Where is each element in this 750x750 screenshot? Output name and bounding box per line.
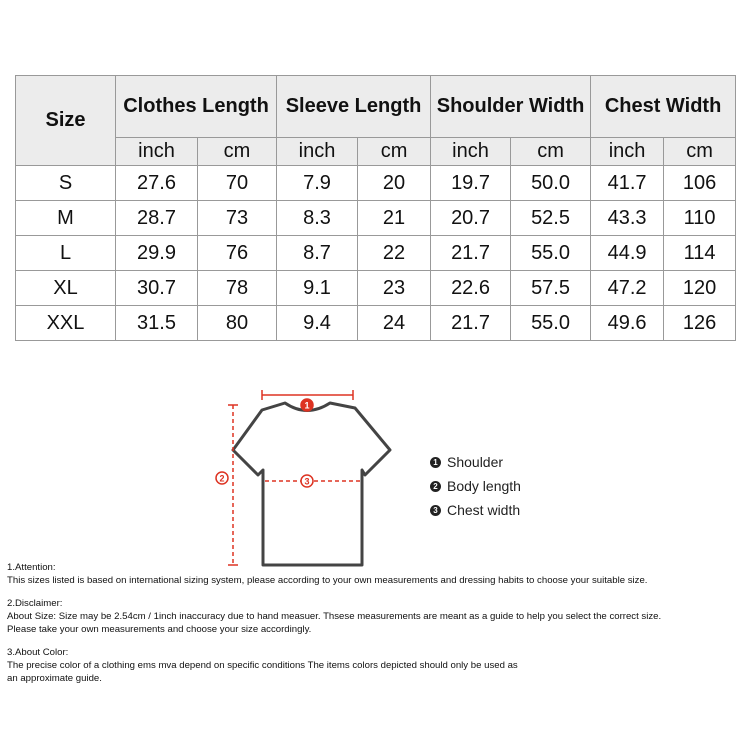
unit-header: inch (590, 137, 665, 166)
cell: 20.7 (430, 200, 512, 236)
cell: 43.3 (590, 200, 665, 236)
cell: 57.5 (510, 270, 592, 306)
note-heading: 1.Attention: (7, 562, 56, 573)
marker-circle (300, 398, 314, 412)
legend-item: 1 Shoulder (430, 450, 521, 474)
cell: 55.0 (510, 305, 592, 341)
marker-circle (215, 471, 229, 485)
size-cell: S (15, 165, 116, 201)
group-header: Shoulder Width (430, 75, 592, 138)
cell: 8.7 (276, 235, 359, 271)
marker-number: 3 (304, 477, 309, 487)
group-header: Clothes Length (114, 75, 278, 138)
unit-header: inch (115, 137, 198, 166)
size-table: Size Clothes Length Sleeve Length Shoulder … (15, 75, 737, 341)
note: 3.About Color: The precise color of a clo… (7, 646, 661, 685)
unit-header: cm (510, 137, 592, 166)
cell: 76 (196, 235, 278, 271)
size-cell: M (15, 200, 116, 236)
cell: 21 (357, 200, 432, 236)
marker-number: 1 (304, 401, 309, 411)
cell: 114 (663, 235, 737, 271)
unit-header: cm (357, 137, 432, 166)
cell: 78 (196, 270, 278, 306)
legend-label: Shoulder (447, 454, 504, 470)
cell: 30.7 (115, 270, 198, 306)
size-cell: XL (15, 270, 116, 306)
note-heading: 2.Disclaimer: (7, 598, 63, 609)
note: 2.Disclaimer: About Size: Size may be 2.5… (7, 597, 661, 636)
cell: 47.2 (590, 270, 665, 306)
size-cell: XXL (15, 305, 116, 341)
note-line: Please take your own measurements and ch… (7, 624, 312, 635)
data-row: S 27.6 70 7.9 20 19.7 50.0 41.7 106 (15, 165, 737, 201)
data-row: XL 30.7 78 9.1 23 22.6 57.5 47.2 120 (15, 270, 737, 306)
cell: 50.0 (510, 165, 592, 201)
note-line: an approximate guide. (7, 673, 102, 684)
cell: 22.6 (430, 270, 512, 306)
cell: 73 (196, 200, 278, 236)
legend-marker: 2 (430, 480, 441, 492)
cell: 8.3 (276, 200, 359, 236)
marker-number: 2 (219, 474, 224, 484)
cell: 126 (663, 305, 737, 341)
note: 1.Attention: This sizes listed is based o… (7, 561, 661, 587)
notes: 1.Attention: This sizes listed is based o… (7, 561, 661, 695)
legend-label: Body length (447, 478, 521, 494)
size-cell: L (15, 235, 116, 271)
cell: 22 (357, 235, 432, 271)
legend: 1 Shoulder 2 Body length 3 Chest width (430, 450, 521, 522)
group-header: Chest Width (590, 75, 737, 138)
cell: 106 (663, 165, 737, 201)
data-row: M 28.7 73 8.3 21 20.7 52.5 43.3 110 (15, 200, 737, 236)
cell: 21.7 (430, 235, 512, 271)
cell: 120 (663, 270, 737, 306)
note-line: This sizes listed is based on internatio… (7, 575, 648, 586)
cell: 55.0 (510, 235, 592, 271)
cell: 21.7 (430, 305, 512, 341)
unit-header: cm (196, 137, 278, 166)
unit-row: inch cm inch cm inch cm inch cm (16, 137, 737, 166)
note-line: About Size: Size may be 2.54cm / 1inch i… (7, 611, 662, 622)
unit-header: inch (276, 137, 359, 166)
cell: 7.9 (276, 165, 359, 201)
marker-circle (300, 474, 314, 488)
cell: 9.4 (276, 305, 359, 341)
note-heading: 3.About Color: (7, 647, 69, 658)
measure-lines (228, 390, 360, 566)
header-row: Size Clothes Length Sleeve Length Shoulder … (15, 75, 737, 166)
cell: 19.7 (430, 165, 512, 201)
legend-label: Chest width (447, 502, 521, 518)
legend-marker: 1 (430, 456, 441, 468)
cell: 27.6 (115, 165, 198, 201)
cell: 70 (196, 165, 278, 201)
cell: 9.1 (276, 270, 359, 306)
legend-marker: 3 (430, 504, 441, 516)
cell: 23 (357, 270, 432, 306)
cell: 49.6 (590, 305, 665, 341)
cell: 44.9 (590, 235, 665, 271)
cell: 24 (357, 305, 432, 341)
cell: 80 (196, 305, 278, 341)
unit-header: inch (430, 137, 512, 166)
note-line: The precise color of a clothing ems mva … (7, 660, 518, 671)
legend-item: 2 Body length (430, 474, 521, 498)
cell: 41.7 (590, 165, 665, 201)
cell: 110 (663, 200, 737, 236)
cell: 52.5 (510, 200, 592, 236)
data-row: L 29.9 76 8.7 22 21.7 55.0 44.9 114 (15, 235, 737, 271)
cell: 28.7 (115, 200, 198, 236)
size-header: Size (15, 75, 116, 166)
cell: 29.9 (115, 235, 198, 271)
cell: 31.5 (115, 305, 198, 341)
data-row: XXL 31.5 80 9.4 24 21.7 55.0 49.6 126 (15, 305, 737, 341)
legend-item: 3 Chest width (430, 498, 521, 522)
unit-header: cm (663, 137, 737, 166)
shirt-diagram: 1 2 3 (215, 390, 392, 567)
cell: 20 (357, 165, 432, 201)
group-header: Sleeve Length (276, 75, 432, 138)
